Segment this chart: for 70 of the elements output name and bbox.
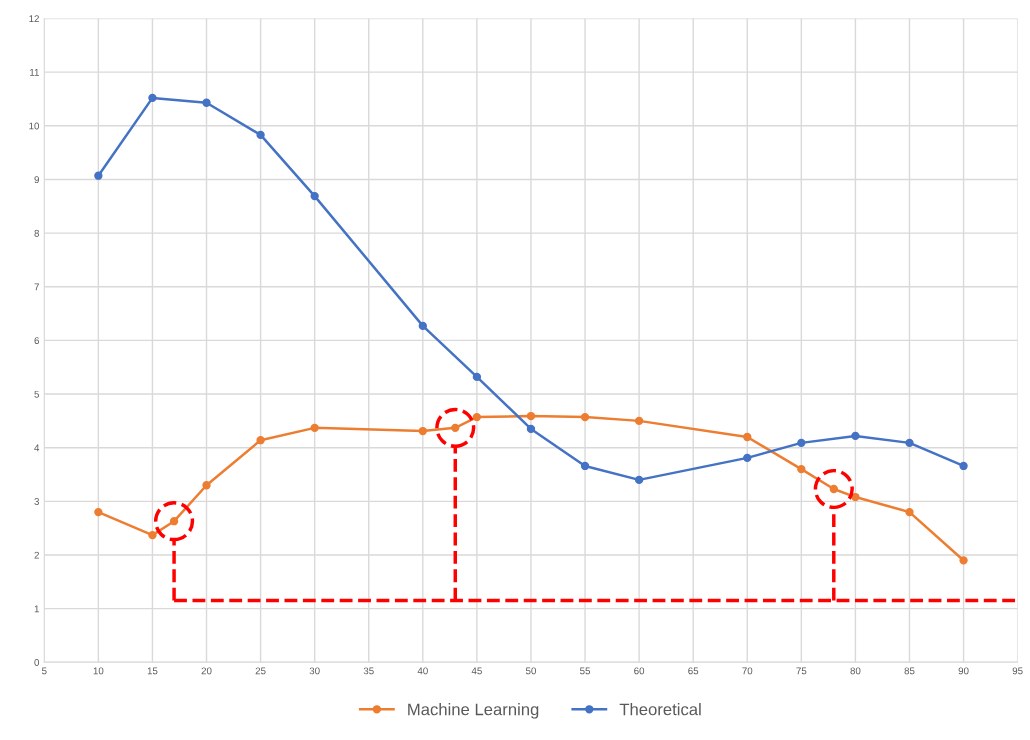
x-tick-label: 60 [634, 667, 645, 675]
point [580, 461, 590, 471]
point [829, 484, 838, 494]
x-tick-label: 90 [958, 667, 969, 675]
x-tick-label: 15 [147, 667, 158, 675]
y-tick-label: 12 [29, 15, 39, 23]
y-tick-label: 9 [34, 176, 39, 184]
point [256, 130, 265, 140]
y-tick-label: 8 [34, 229, 40, 237]
point [202, 481, 211, 490]
point [905, 507, 914, 517]
y-tick-label: 5 [34, 390, 40, 398]
x-tick-label: 25 [255, 667, 266, 675]
x-tick-label: 35 [363, 667, 374, 675]
x-tick-label: 80 [850, 667, 861, 675]
point [435, 407, 476, 448]
point [959, 556, 968, 565]
point [905, 438, 914, 448]
x-tick-label: 75 [796, 667, 807, 675]
point [418, 321, 427, 331]
point [202, 98, 211, 107]
point [418, 426, 427, 436]
point [743, 453, 752, 463]
y-tick-label: 11 [30, 68, 39, 76]
point [451, 423, 460, 433]
x-tick-label: 95 [1012, 667, 1023, 675]
y-tick-label: 10 [29, 122, 40, 130]
x-tick-label: 45 [471, 667, 482, 675]
point [634, 416, 644, 426]
x-tick-label: 70 [742, 667, 753, 675]
y-tick-label: 7 [34, 283, 39, 291]
x-tick-label: 85 [904, 667, 915, 675]
point [959, 461, 968, 471]
point [153, 501, 195, 542]
y-tick-label: 4 [34, 444, 40, 452]
y-tick-label: 2 [34, 551, 39, 559]
x-tick-label: 30 [309, 667, 320, 675]
x-tick-label: 20 [201, 667, 212, 675]
point [813, 468, 854, 510]
x-tick-label: 65 [688, 667, 699, 675]
x-tick-label: 5 [41, 667, 47, 675]
point [634, 475, 644, 485]
point [169, 517, 179, 526]
point [472, 372, 482, 382]
x-tick-label: 50 [525, 667, 536, 675]
point [851, 431, 860, 441]
point [148, 530, 157, 540]
point [310, 191, 319, 201]
point [256, 436, 265, 445]
y-tick-label: 0 [34, 659, 40, 666]
legend-label: Theoretical [619, 703, 701, 716]
y-tick-label: 3 [34, 498, 39, 505]
point [148, 93, 157, 103]
point [310, 423, 319, 433]
x-tick-label: 10 [93, 667, 104, 675]
point [797, 464, 806, 474]
y-tick-label: 1 [34, 605, 39, 613]
point [580, 412, 590, 422]
point [743, 432, 752, 442]
point [797, 438, 806, 448]
y-tick-label: 6 [34, 337, 39, 345]
x-tick-label: 55 [580, 667, 591, 675]
point [526, 424, 536, 434]
legend-label: Machine Learning [408, 703, 539, 719]
point [851, 492, 860, 502]
point [472, 412, 482, 422]
point [94, 171, 103, 180]
point [526, 411, 536, 421]
x-tick-label: 40 [417, 667, 428, 675]
point [94, 507, 103, 517]
